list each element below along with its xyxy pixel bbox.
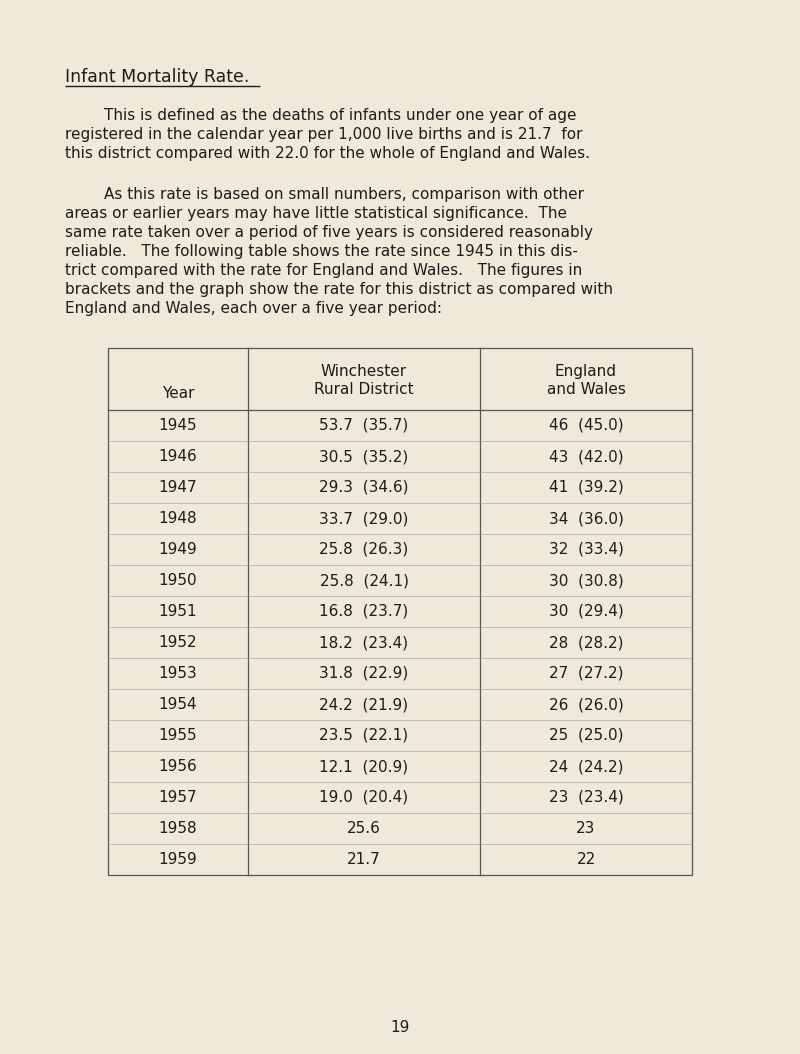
Text: 1946: 1946 bbox=[158, 449, 198, 464]
Text: 43  (42.0): 43 (42.0) bbox=[549, 449, 623, 464]
Text: 1951: 1951 bbox=[158, 604, 198, 619]
Text: 46  (45.0): 46 (45.0) bbox=[549, 418, 623, 433]
Text: 24  (24.2): 24 (24.2) bbox=[549, 759, 623, 774]
Text: 33.7  (29.0): 33.7 (29.0) bbox=[319, 511, 409, 526]
Text: 25.8  (26.3): 25.8 (26.3) bbox=[319, 542, 409, 557]
Text: 28  (28.2): 28 (28.2) bbox=[549, 635, 623, 650]
Text: 1953: 1953 bbox=[158, 666, 198, 681]
Text: 29.3  (34.6): 29.3 (34.6) bbox=[319, 480, 409, 495]
Text: 1949: 1949 bbox=[158, 542, 198, 557]
Text: brackets and the graph show the rate for this district as compared with: brackets and the graph show the rate for… bbox=[65, 282, 613, 297]
Text: 25.6: 25.6 bbox=[347, 821, 381, 836]
Text: registered in the calendar year per 1,000 live births and is 21.7  for: registered in the calendar year per 1,00… bbox=[65, 126, 582, 142]
Text: 41  (39.2): 41 (39.2) bbox=[549, 480, 623, 495]
Text: 1958: 1958 bbox=[158, 821, 198, 836]
Text: 32  (33.4): 32 (33.4) bbox=[549, 542, 623, 557]
Text: 25  (25.0): 25 (25.0) bbox=[549, 728, 623, 743]
Text: 1957: 1957 bbox=[158, 790, 198, 805]
Text: 22: 22 bbox=[576, 852, 596, 867]
Text: 1950: 1950 bbox=[158, 573, 198, 588]
Text: areas or earlier years may have little statistical significance.  The: areas or earlier years may have little s… bbox=[65, 206, 567, 221]
Text: 18.2  (23.4): 18.2 (23.4) bbox=[319, 635, 409, 650]
Text: 1952: 1952 bbox=[158, 635, 198, 650]
Text: trict compared with the rate for England and Wales.   The figures in: trict compared with the rate for England… bbox=[65, 264, 582, 278]
Bar bbox=[108, 348, 692, 875]
Text: As this rate is based on small numbers, comparison with other: As this rate is based on small numbers, … bbox=[65, 187, 584, 202]
Text: Rural District: Rural District bbox=[314, 382, 414, 397]
Text: 1954: 1954 bbox=[158, 697, 198, 713]
Text: 30  (29.4): 30 (29.4) bbox=[549, 604, 623, 619]
Text: this district compared with 22.0 for the whole of England and Wales.: this district compared with 22.0 for the… bbox=[65, 147, 590, 161]
Text: 53.7  (35.7): 53.7 (35.7) bbox=[319, 418, 409, 433]
Text: 1959: 1959 bbox=[158, 852, 198, 867]
Text: 1948: 1948 bbox=[158, 511, 198, 526]
Text: This is defined as the deaths of infants under one year of age: This is defined as the deaths of infants… bbox=[65, 108, 577, 123]
Text: 12.1  (20.9): 12.1 (20.9) bbox=[319, 759, 409, 774]
Text: 34  (36.0): 34 (36.0) bbox=[549, 511, 623, 526]
Text: 26  (26.0): 26 (26.0) bbox=[549, 697, 623, 713]
Text: same rate taken over a period of five years is considered reasonably: same rate taken over a period of five ye… bbox=[65, 225, 593, 240]
Text: 30.5  (35.2): 30.5 (35.2) bbox=[319, 449, 409, 464]
Text: reliable.   The following table shows the rate since 1945 in this dis-: reliable. The following table shows the … bbox=[65, 243, 578, 259]
Text: Year: Year bbox=[162, 386, 194, 401]
Text: 19.0  (20.4): 19.0 (20.4) bbox=[319, 790, 409, 805]
Text: 19: 19 bbox=[390, 1020, 410, 1035]
Text: Infant Mortality Rate.: Infant Mortality Rate. bbox=[65, 69, 250, 86]
Text: 1955: 1955 bbox=[158, 728, 198, 743]
Text: 30  (30.8): 30 (30.8) bbox=[549, 573, 623, 588]
Text: 23.5  (22.1): 23.5 (22.1) bbox=[319, 728, 409, 743]
Text: 21.7: 21.7 bbox=[347, 852, 381, 867]
Text: 23: 23 bbox=[576, 821, 596, 836]
Text: and Wales: and Wales bbox=[546, 382, 626, 397]
Text: Winchester: Winchester bbox=[321, 364, 407, 379]
Text: 1947: 1947 bbox=[158, 480, 198, 495]
Text: 31.8  (22.9): 31.8 (22.9) bbox=[319, 666, 409, 681]
Text: England: England bbox=[555, 364, 617, 379]
Text: 24.2  (21.9): 24.2 (21.9) bbox=[319, 697, 409, 713]
Text: 1956: 1956 bbox=[158, 759, 198, 774]
Text: 23  (23.4): 23 (23.4) bbox=[549, 790, 623, 805]
Text: 25.8  (24.1): 25.8 (24.1) bbox=[319, 573, 409, 588]
Text: 1945: 1945 bbox=[158, 418, 198, 433]
Text: England and Wales, each over a five year period:: England and Wales, each over a five year… bbox=[65, 301, 442, 316]
Text: 27  (27.2): 27 (27.2) bbox=[549, 666, 623, 681]
Text: 16.8  (23.7): 16.8 (23.7) bbox=[319, 604, 409, 619]
